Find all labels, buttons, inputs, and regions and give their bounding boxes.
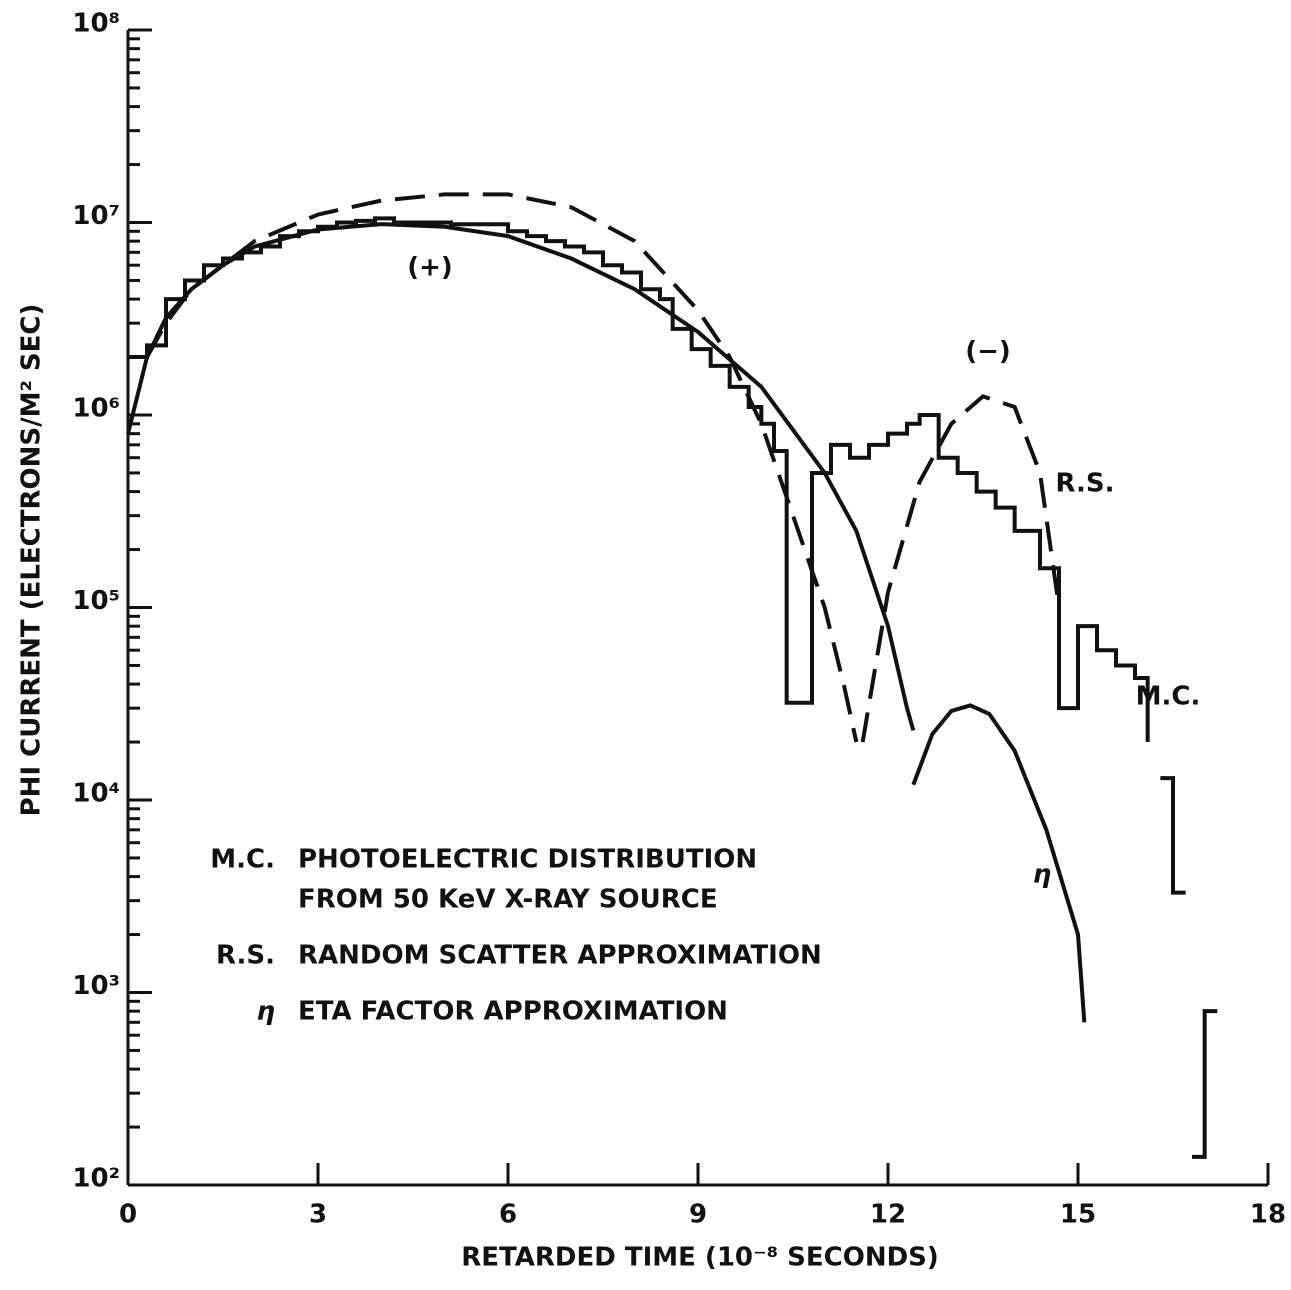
y-axis-label: PHI CURRENT (ELECTRONS/M² SEC) (17, 304, 47, 817)
x-tick-label: 3 (309, 1200, 327, 1230)
annotation: M.C. (1136, 682, 1201, 712)
y-tick-label: 10⁶ (72, 394, 120, 424)
annotation: η (1033, 860, 1052, 890)
x-tick-label: 15 (1060, 1200, 1096, 1230)
x-tick-label: 9 (689, 1200, 707, 1230)
legend-text: PHOTOELECTRIC DISTRIBUTION (298, 845, 757, 875)
x-tick-label: 6 (499, 1200, 517, 1230)
x-axis-label: RETARDED TIME (10⁻⁸ SECONDS) (461, 1243, 939, 1273)
legend-text: ETA FACTOR APPROXIMATION (298, 997, 728, 1027)
y-tick-label: 10⁸ (72, 9, 120, 39)
series-line (145, 192, 1061, 743)
y-tick-label: 10² (72, 1164, 120, 1194)
legend-text: FROM 50 KeV X-RAY SOURCE (298, 885, 718, 915)
legend-text: RANDOM SCATTER APPROXIMATION (298, 941, 822, 971)
annotation: (+) (407, 253, 453, 283)
series-line (126, 222, 1087, 1023)
legend-key: M.C. (210, 845, 275, 875)
annotation: (−) (965, 337, 1011, 367)
x-tick-label: 18 (1250, 1200, 1286, 1230)
legend-key: R.S. (216, 941, 275, 971)
y-tick-label: 10⁵ (72, 586, 120, 616)
legend-key: η (256, 997, 275, 1027)
y-tick-label: 10⁷ (72, 201, 120, 231)
y-tick-label: 10⁴ (72, 779, 120, 809)
x-tick-label: 0 (119, 1200, 137, 1230)
y-tick-label: 10³ (72, 971, 120, 1001)
annotation: R.S. (1056, 469, 1115, 499)
x-tick-label: 12 (870, 1200, 906, 1230)
